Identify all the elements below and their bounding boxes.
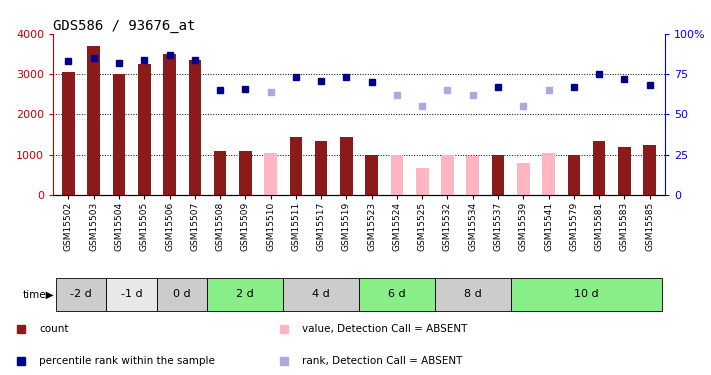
Bar — [113, 74, 125, 195]
Bar — [542, 153, 555, 195]
Bar — [164, 54, 176, 195]
Bar — [283, 278, 359, 311]
Bar — [365, 154, 378, 195]
Bar — [340, 136, 353, 195]
Bar — [593, 141, 605, 195]
Bar — [56, 278, 107, 311]
Bar — [618, 147, 631, 195]
Bar — [214, 152, 226, 195]
Text: time▶: time▶ — [22, 290, 54, 299]
Bar — [315, 141, 328, 195]
Bar — [643, 146, 656, 195]
Bar — [567, 154, 580, 195]
Text: -2 d: -2 d — [70, 290, 92, 299]
Text: value, Detection Call = ABSENT: value, Detection Call = ABSENT — [302, 324, 468, 334]
Text: 6 d: 6 d — [388, 290, 406, 299]
Bar — [435, 278, 510, 311]
Text: count: count — [39, 324, 68, 334]
Text: 0 d: 0 d — [173, 290, 191, 299]
Text: GDS586 / 93676_at: GDS586 / 93676_at — [53, 19, 196, 33]
Text: 10 d: 10 d — [574, 290, 599, 299]
Bar — [289, 136, 302, 195]
Bar — [416, 168, 429, 195]
Bar — [87, 46, 100, 195]
Bar — [264, 153, 277, 195]
Bar — [510, 278, 662, 311]
Bar — [517, 163, 530, 195]
Bar — [188, 60, 201, 195]
Text: -1 d: -1 d — [121, 290, 142, 299]
Bar — [466, 156, 479, 195]
Text: 4 d: 4 d — [312, 290, 330, 299]
Bar — [107, 278, 157, 311]
Text: 2 d: 2 d — [237, 290, 255, 299]
Bar — [359, 278, 435, 311]
Bar — [208, 278, 283, 311]
Bar — [157, 278, 208, 311]
Text: rank, Detection Call = ABSENT: rank, Detection Call = ABSENT — [302, 356, 463, 366]
Bar — [390, 154, 403, 195]
Bar — [62, 72, 75, 195]
Bar — [441, 154, 454, 195]
Bar — [138, 64, 151, 195]
Bar — [239, 152, 252, 195]
Text: 8 d: 8 d — [464, 290, 481, 299]
Bar — [492, 154, 504, 195]
Text: percentile rank within the sample: percentile rank within the sample — [39, 356, 215, 366]
